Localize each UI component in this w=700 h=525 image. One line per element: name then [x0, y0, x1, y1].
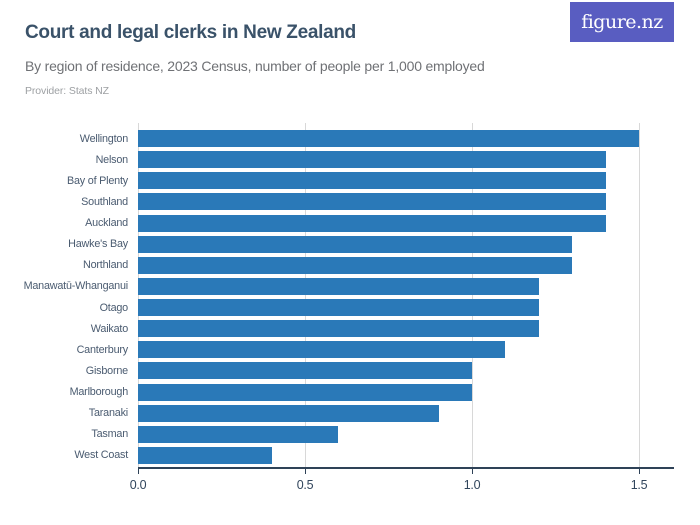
- category-label: Hawke's Bay: [68, 238, 128, 251]
- gridline: [304, 123, 306, 467]
- x-tick-label: 0.5: [296, 478, 314, 492]
- bar-row: Auckland: [85, 214, 674, 232]
- x-axis: 0.0 0.5 1.0 1.5: [130, 467, 674, 499]
- plot-area: Wellington Nelson Bay of Plenty Southland Au…: [24, 123, 674, 467]
- bar-row: Marlborough: [70, 383, 674, 401]
- category-label: Otago: [99, 301, 129, 314]
- bar-row: Tasman: [91, 425, 674, 443]
- page-title: Court and legal clerks in New Zealand: [25, 22, 356, 43]
- chart-subtitle: By region of residence, 2023 Census, num…: [25, 58, 485, 74]
- x-tick-label: 0.0: [129, 478, 147, 492]
- bar-row: Manawatū-Whanganui: [24, 277, 674, 295]
- bar[interactable]: [138, 341, 506, 359]
- bar[interactable]: [138, 404, 439, 422]
- gridline: [471, 123, 473, 467]
- category-label: Nelson: [95, 153, 129, 166]
- bar[interactable]: [138, 277, 539, 295]
- x-tick-mark: [137, 468, 139, 474]
- bar-rows: Wellington Nelson Bay of Plenty Southland Au…: [24, 123, 674, 467]
- bar-row: Southland: [81, 193, 674, 211]
- category-label: Wellington: [79, 132, 128, 145]
- bar[interactable]: [138, 446, 272, 464]
- bar-row: West Coast: [74, 446, 674, 464]
- x-tick-label: 1.5: [630, 478, 648, 492]
- bar-row: Taranaki: [89, 404, 674, 422]
- bar[interactable]: [138, 425, 339, 443]
- bar[interactable]: [138, 151, 606, 169]
- category-label: Auckland: [85, 217, 128, 229]
- category-label: Southland: [81, 195, 128, 208]
- bar-row: Otago: [100, 299, 674, 316]
- provider-label: Provider: Stats NZ: [25, 85, 109, 97]
- gridline: [137, 123, 139, 467]
- category-label: Canterbury: [76, 343, 129, 356]
- bar-row: Wellington: [80, 130, 674, 147]
- bar-row: Bay of Plenty: [67, 172, 674, 190]
- bar-row: Northland: [83, 256, 674, 274]
- bar[interactable]: [138, 193, 606, 211]
- x-tick-mark: [638, 468, 640, 474]
- bar[interactable]: [138, 362, 472, 380]
- x-tick-label: 1.0: [463, 478, 481, 492]
- category-label: Marlborough: [69, 386, 129, 398]
- category-label: Manawatū-Whanganui: [23, 280, 129, 293]
- figure-nz-logo[interactable]: figure.nz: [570, 2, 674, 42]
- bar[interactable]: [138, 172, 606, 190]
- bar-row: Hawke's Bay: [68, 235, 674, 253]
- bar-row: Canterbury: [77, 341, 674, 359]
- x-tick-mark: [304, 468, 306, 474]
- category-label: Northland: [82, 259, 128, 272]
- x-tick-mark: [471, 468, 473, 474]
- bar[interactable]: [138, 383, 472, 401]
- bar[interactable]: [138, 320, 539, 338]
- category-label: Bay of Plenty: [66, 174, 128, 187]
- category-label: West Coast: [74, 449, 128, 462]
- bar-row: Gisborne: [86, 362, 674, 380]
- category-label: Waikato: [90, 322, 128, 335]
- bar-row: Nelson: [96, 151, 674, 169]
- bar-row: Waikato: [91, 320, 674, 338]
- figure-nz-logo-text: figure.nz: [581, 11, 663, 33]
- category-label: Taranaki: [88, 407, 128, 420]
- bar[interactable]: [138, 299, 539, 316]
- bar[interactable]: [138, 235, 573, 253]
- category-label: Tasman: [91, 428, 128, 441]
- gridline: [638, 123, 640, 467]
- bar[interactable]: [138, 256, 573, 274]
- bar[interactable]: [138, 214, 606, 232]
- bar[interactable]: [138, 130, 639, 147]
- category-label: Gisborne: [85, 364, 128, 377]
